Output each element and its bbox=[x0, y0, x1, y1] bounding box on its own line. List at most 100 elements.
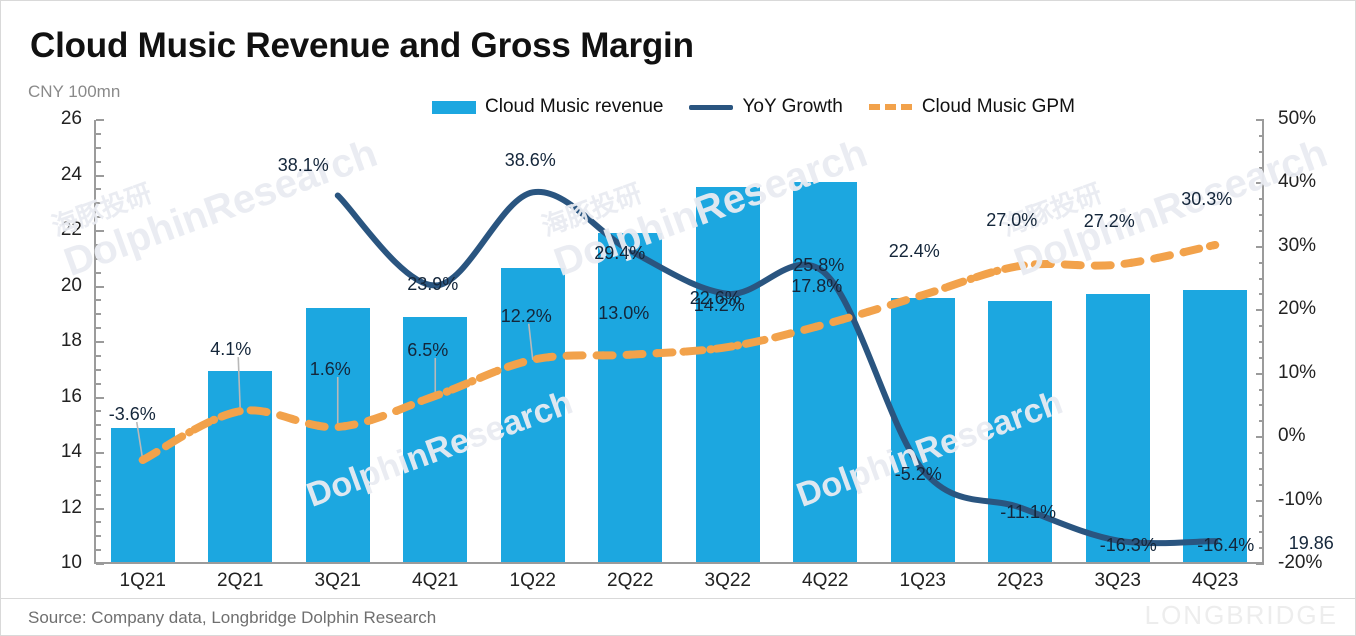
gpm-value-label: 13.0% bbox=[598, 302, 650, 323]
gpm-value-label: 4.1% bbox=[210, 339, 252, 360]
y-minor-tick-left bbox=[96, 354, 101, 357]
y-minor-tick-left bbox=[96, 257, 101, 260]
y-minor-tick-left bbox=[96, 368, 101, 371]
y-minor-tick-left bbox=[96, 549, 101, 552]
y-minor-tick-left bbox=[96, 410, 101, 413]
y-axis-unit-label: CNY 100mn bbox=[28, 82, 121, 101]
gpm-value-label: 30.3% bbox=[1181, 188, 1233, 209]
y-tick-left bbox=[96, 119, 104, 121]
yoy-value-label: -11.1% bbox=[1000, 501, 1056, 522]
yoy-value-label: 38.6% bbox=[504, 150, 556, 171]
y-minor-tick-left bbox=[96, 146, 101, 149]
yoy-value-label: 25.8% bbox=[793, 255, 845, 276]
y-minor-tick-right bbox=[1259, 531, 1264, 534]
yoy-value-label: -16.3% bbox=[1099, 534, 1157, 555]
x-axis-tick-label: 1Q23 bbox=[899, 570, 946, 591]
y-axis-left-tick-label: 16 bbox=[60, 385, 82, 407]
y-axis-right-tick-label: 20% bbox=[1278, 298, 1317, 320]
x-axis-tick-label: 1Q22 bbox=[509, 570, 556, 591]
legend-label-gpm: Cloud Music GPM bbox=[921, 96, 1075, 117]
bar[interactable] bbox=[1085, 294, 1150, 562]
x-axis bbox=[94, 562, 1264, 564]
x-axis-tick-label: 2Q22 bbox=[607, 570, 654, 591]
y-minor-tick-right bbox=[1259, 515, 1264, 518]
gpm-value-label: 14.2% bbox=[693, 295, 745, 316]
y-minor-tick-left bbox=[96, 188, 101, 191]
y-tick-right bbox=[1256, 309, 1264, 312]
gpm-value-label: 1.6% bbox=[309, 358, 351, 379]
bar[interactable] bbox=[598, 233, 663, 562]
source-note: Source: Company data, Longbridge Dolphin… bbox=[28, 608, 437, 627]
y-minor-tick-left bbox=[96, 216, 101, 219]
y-axis-right-tick-label: 40% bbox=[1278, 171, 1317, 193]
y-minor-tick-left bbox=[96, 271, 101, 274]
y-axis-right-tick-label: -20% bbox=[1278, 552, 1323, 573]
y-minor-tick-left bbox=[96, 521, 101, 524]
y-minor-tick-right bbox=[1259, 452, 1264, 454]
y-minor-tick-right bbox=[1259, 388, 1264, 391]
bar-value-label: 19.86 bbox=[1288, 533, 1334, 553]
gpm-value-label: 27.0% bbox=[986, 209, 1038, 230]
y-minor-tick-right bbox=[1259, 404, 1264, 407]
yoy-value-label: -16.4% bbox=[1197, 535, 1255, 556]
legend-item-revenue[interactable]: Cloud Music revenue bbox=[432, 96, 663, 118]
x-axis-tick-label: 3Q21 bbox=[314, 570, 361, 591]
y-minor-tick-right bbox=[1259, 261, 1264, 264]
y-minor-tick-left bbox=[96, 465, 101, 468]
yoy-value-label: 23.9% bbox=[407, 273, 459, 294]
y-minor-tick-right bbox=[1259, 483, 1264, 486]
y-tick-left bbox=[96, 230, 104, 232]
y-minor-tick-right bbox=[1259, 150, 1264, 153]
y-minor-tick-right bbox=[1259, 467, 1264, 470]
y-tick-left bbox=[96, 174, 104, 177]
x-axis-tick-label: 4Q22 bbox=[802, 570, 849, 591]
y-minor-tick-left bbox=[96, 313, 101, 316]
y-axis-right-tick-label: -10% bbox=[1278, 488, 1323, 510]
gpm-value-label: 22.4% bbox=[888, 241, 940, 262]
x-axis-tick-label: 2Q23 bbox=[997, 570, 1044, 591]
chart-legend: Cloud Music revenue YoY Growth Cloud Mus… bbox=[432, 96, 1075, 118]
gpm-value-label: 27.2% bbox=[1083, 210, 1135, 231]
y-minor-tick-left bbox=[96, 160, 101, 163]
footer-divider bbox=[1, 598, 1355, 599]
y-axis-left-tick-label: 20 bbox=[60, 274, 82, 296]
longbridge-watermark: LONGBRIDGE bbox=[1144, 600, 1338, 630]
x-axis-tick-label: 2Q21 bbox=[217, 570, 264, 591]
y-tick-left bbox=[96, 452, 104, 454]
y-axis-right-tick-label: 0% bbox=[1278, 425, 1306, 447]
y-minor-tick-right bbox=[1259, 198, 1264, 201]
y-minor-tick-right bbox=[1259, 341, 1264, 343]
x-axis-tick-label: 4Q23 bbox=[1192, 570, 1239, 591]
y-minor-tick-left bbox=[96, 202, 101, 205]
gpm-value-label: 6.5% bbox=[407, 339, 449, 360]
y-axis-right-tick-label: 50% bbox=[1278, 108, 1317, 129]
y-minor-tick-left bbox=[96, 299, 101, 302]
y-minor-tick-right bbox=[1259, 134, 1264, 137]
legend-item-yoy[interactable]: YoY Growth bbox=[689, 96, 843, 118]
y-axis-left-tick-label: 24 bbox=[60, 163, 82, 185]
y-minor-tick-right bbox=[1259, 214, 1264, 217]
bar[interactable] bbox=[208, 371, 273, 562]
bar[interactable] bbox=[305, 307, 370, 562]
y-tick-left bbox=[96, 341, 104, 343]
y-minor-tick-left bbox=[96, 424, 101, 427]
y-tick-left bbox=[96, 563, 104, 565]
bar[interactable] bbox=[695, 187, 760, 562]
bar[interactable] bbox=[110, 427, 175, 562]
y-axis-left-tick-label: 10 bbox=[60, 552, 82, 573]
y-axis-left-tick-label: 14 bbox=[60, 441, 82, 462]
yoy-value-label: 29.4% bbox=[594, 242, 646, 263]
y-minor-tick-right bbox=[1259, 356, 1264, 359]
legend-item-gpm[interactable]: Cloud Music GPM bbox=[868, 96, 1075, 118]
legend-label-yoy: YoY Growth bbox=[742, 96, 843, 117]
bar[interactable] bbox=[1183, 290, 1248, 562]
y-minor-tick-left bbox=[96, 438, 101, 441]
x-axis-tick-label: 3Q23 bbox=[1094, 570, 1141, 591]
page-title: Cloud Music Revenue and Gross Margin bbox=[30, 26, 694, 65]
yoy-value-label: -5.2% bbox=[894, 464, 942, 485]
y-tick-right bbox=[1256, 182, 1264, 185]
y-minor-tick-left bbox=[96, 327, 101, 330]
y-minor-tick-left bbox=[96, 382, 101, 385]
y-minor-tick-right bbox=[1259, 293, 1264, 296]
y-tick-right bbox=[1256, 499, 1264, 502]
